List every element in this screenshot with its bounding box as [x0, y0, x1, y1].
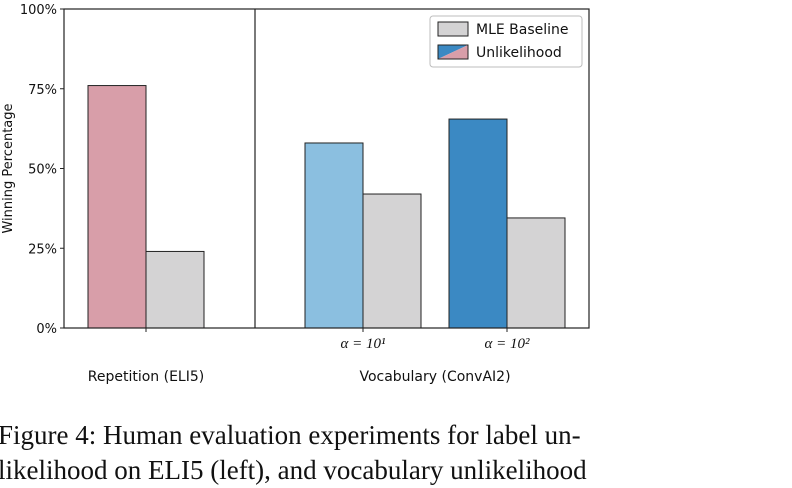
y-tick-label: 50%: [28, 163, 57, 178]
legend-label-unlikelihood: Unlikelihood: [476, 45, 562, 61]
bar-mle-baseline-1-1: [506, 217, 566, 329]
bars-layer: [87, 85, 566, 329]
legend-label-mle: MLE Baseline: [476, 22, 569, 38]
caption-line-1: Figure 4: Human evaluation experiments f…: [0, 420, 581, 450]
y-tick-label: 0%: [36, 322, 57, 337]
x-tick-label: α = 10²: [485, 336, 530, 352]
legend-swatch-unlikelihood-border: [437, 44, 469, 60]
panel-label: Vocabulary (ConvAI2): [359, 369, 510, 385]
y-tick-label: 100%: [20, 3, 57, 18]
legend-swatch-unlikelihood-pink: [438, 45, 468, 59]
axes-layer: [60, 8, 590, 332]
y-tick-label: 25%: [28, 242, 57, 257]
bar-mle-baseline-1-0: [362, 193, 422, 329]
figure-caption: Figure 4: Human evaluation experiments f…: [0, 418, 792, 488]
labels-layer: Repetition (ELI5) α = 10¹ α = 10² Vocabular…: [1, 3, 530, 385]
y-axis-label: Winning Percentage: [1, 103, 16, 233]
bar-mle-baseline-0-0: [145, 250, 205, 329]
winning-percentage-chart: Repetition (ELI5) α = 10¹ α = 10² Vocabular…: [1, 3, 590, 385]
x-tick-label: α = 10¹: [341, 336, 386, 352]
caption-line-2: likelihood on ELI5 (left), and vocabular…: [0, 455, 587, 485]
y-tick-label: 75%: [28, 83, 57, 98]
bar-unlikelihood-1-1: [448, 118, 508, 329]
legend-swatch-mle: [437, 21, 469, 37]
bar-unlikelihood-0-0: [87, 85, 147, 329]
bar-unlikelihood-1-0: [304, 142, 364, 329]
legend: MLE Baseline Unlikelihood: [429, 15, 583, 68]
panel-label: Repetition (ELI5): [88, 369, 204, 385]
